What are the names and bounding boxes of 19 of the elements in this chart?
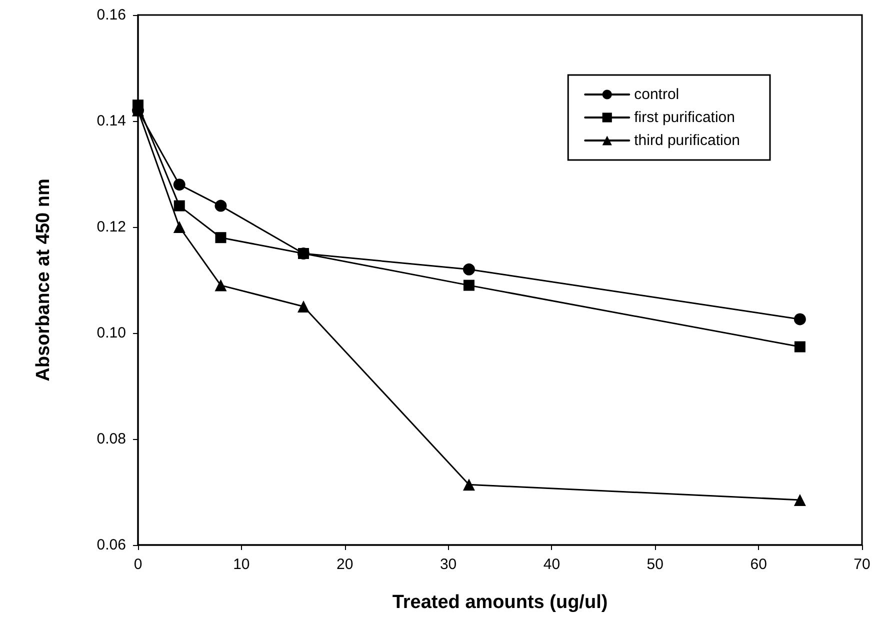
y-tick-label: 0.12 (96, 218, 126, 236)
y-tick-label: 0.16 (96, 6, 126, 24)
x-tick-label: 70 (854, 556, 870, 573)
x-tick-label: 20 (336, 556, 354, 573)
y-tick-label: 0.06 (96, 536, 126, 554)
y-tick-label: 0.14 (96, 112, 126, 130)
x-tick-label: 0 (134, 556, 142, 573)
x-tick-label: 60 (750, 556, 767, 573)
y-tick-label: 0.08 (96, 430, 126, 448)
legend-label: control (634, 86, 680, 103)
y-axis-title: Absorbance at 450 nm (33, 178, 54, 382)
legend-label: third purification (634, 132, 740, 149)
x-tick-label: 40 (543, 556, 560, 573)
legend-label: first purification (634, 109, 735, 126)
y-tick-label: 0.10 (96, 324, 126, 342)
x-tick-label: 10 (233, 556, 250, 573)
x-tick-label: 50 (646, 556, 664, 573)
x-tick-label: 30 (440, 556, 457, 573)
x-axis-title: Treated amounts (ug/ul) (392, 592, 608, 613)
